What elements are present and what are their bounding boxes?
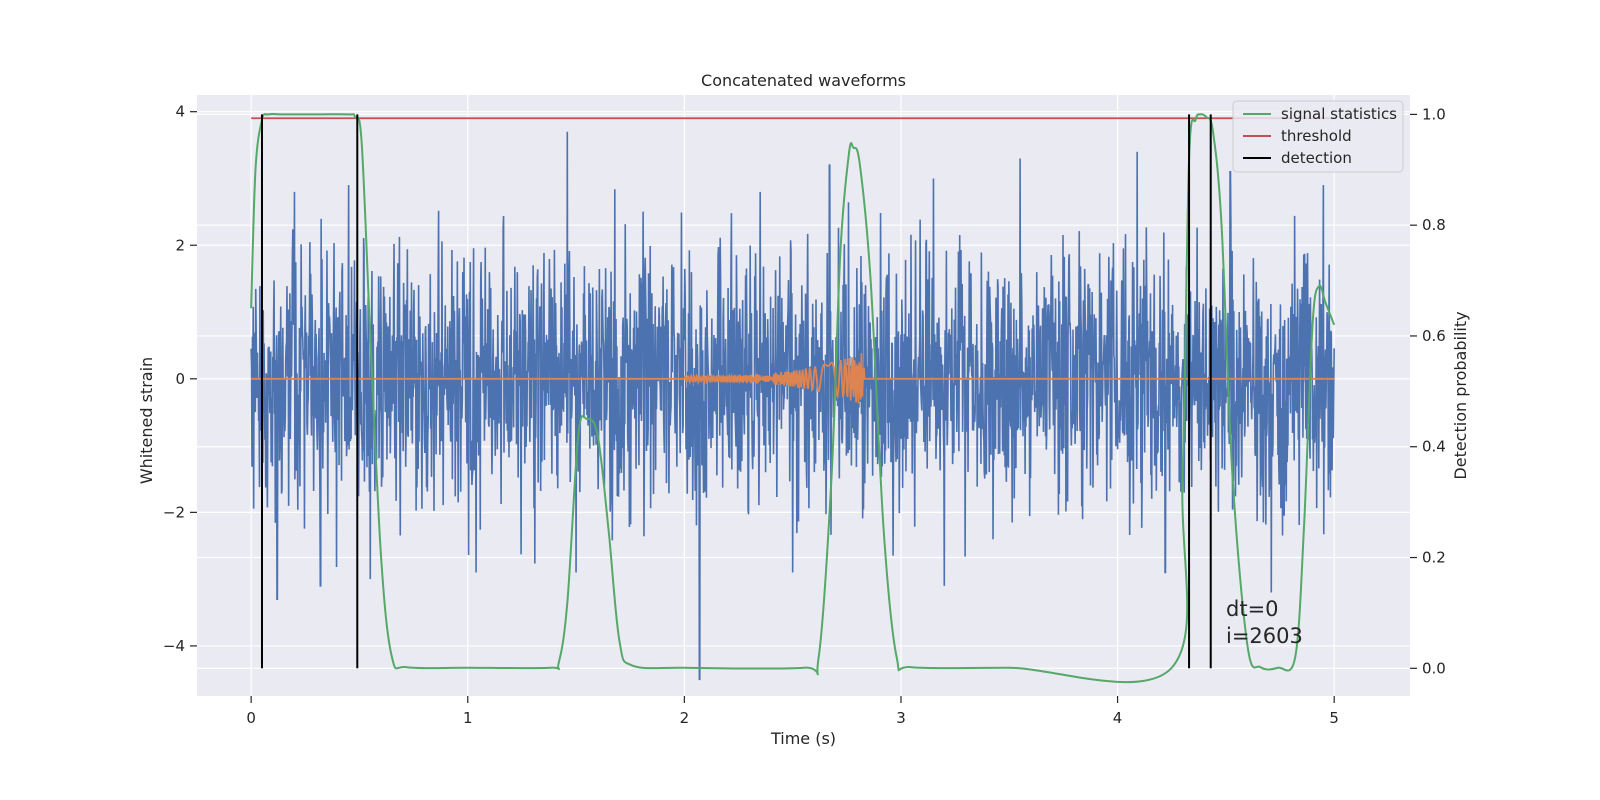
legend-box	[1232, 100, 1404, 173]
x-tick-label: 5	[1329, 709, 1339, 727]
y-right-tick-label: 1.0	[1422, 105, 1446, 123]
y-right-tick-label: 0.8	[1422, 216, 1446, 234]
y-axis-label: Whitened strain	[137, 357, 156, 484]
chart-title: Concatenated waveforms	[701, 71, 906, 90]
y-tick-label: 4	[175, 103, 185, 121]
y-right-tick-label: 0.2	[1422, 549, 1446, 567]
x-axis-label: Time (s)	[770, 729, 836, 748]
legend-label-threshold: threshold	[1281, 127, 1352, 145]
annotation-dt: dt=0	[1226, 597, 1279, 621]
x-tick-label: 3	[896, 709, 906, 727]
y-tick-label: 2	[175, 236, 185, 254]
right-axis: 0.0 0.2 0.4 0.6 0.8 1.0	[1410, 105, 1446, 677]
y-right-tick-label: 0.0	[1422, 659, 1446, 677]
series-strain	[250, 131, 1335, 681]
x-tick-label: 0	[246, 709, 256, 727]
y-right-tick-label: 0.4	[1422, 438, 1446, 456]
y-tick-label: 0	[175, 370, 185, 388]
y-tick-label: −2	[163, 503, 185, 521]
x-tick-label: 1	[463, 709, 473, 727]
legend-label-signal-statistics: signal statistics	[1281, 105, 1397, 123]
legend: signal statistics threshold detection	[1232, 100, 1404, 173]
annotation-block: dt=0 i=2603	[1226, 597, 1303, 648]
x-axis: 0 1 2 3 4 5	[246, 696, 1339, 727]
x-tick-label: 2	[680, 709, 690, 727]
series-signal-statistics	[250, 112, 1336, 684]
y-axis-right-label: Detection probability	[1451, 311, 1470, 479]
y-tick-label: −4	[163, 637, 185, 655]
annotation-index: i=2603	[1226, 624, 1303, 648]
legend-label-detection: detection	[1281, 149, 1352, 167]
y-right-tick-label: 0.6	[1422, 327, 1446, 345]
x-tick-label: 4	[1113, 709, 1123, 727]
left-axis: −4 −2 0 2 4	[163, 103, 197, 655]
data-layer	[250, 112, 1336, 684]
series-template	[251, 353, 1335, 404]
